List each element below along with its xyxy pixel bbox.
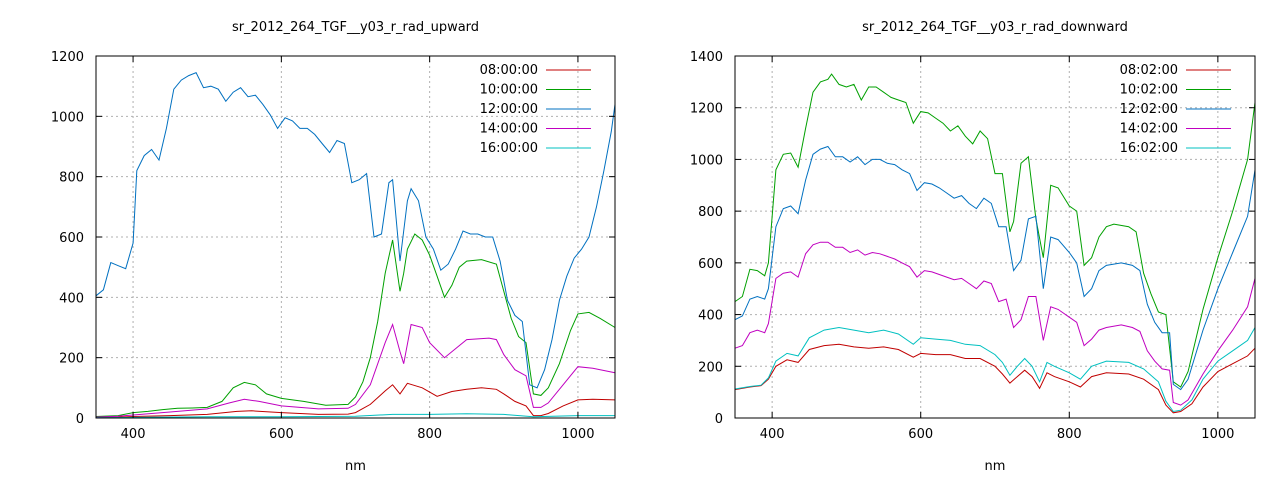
y-tick-label: 400 <box>698 309 723 324</box>
legend-entry-label: 14:02:00 <box>1120 122 1178 137</box>
x-axis-label: nm <box>345 459 366 474</box>
x-tick-label: 1000 <box>561 427 594 442</box>
y-tick-label: 0 <box>76 412 84 427</box>
chart-title: sr_2012_264_TGF__y03_r_rad_downward <box>862 20 1128 35</box>
y-tick-label: 1200 <box>51 50 84 65</box>
y-tick-label: 600 <box>698 257 723 272</box>
series-line-0 <box>95 382 616 418</box>
legend-entry-label: 08:00:00 <box>480 63 538 78</box>
series-line-4 <box>734 326 1256 413</box>
y-tick-label: 200 <box>698 360 723 375</box>
y-tick-label: 1200 <box>690 102 723 117</box>
y-tick-label: 600 <box>59 231 84 246</box>
y-tick-label: 1000 <box>690 153 723 168</box>
chart-upward: 400 600 800 1000 0 200 400 600 800 1000 1200 sr_201… <box>51 20 616 474</box>
x-tick-label: 800 <box>417 427 442 442</box>
legend-entry-label: 10:00:00 <box>480 83 538 98</box>
series-line-2 <box>95 71 616 389</box>
series-line-3 <box>734 241 1256 406</box>
x-axis-label: nm <box>985 459 1006 474</box>
x-tick-label: 400 <box>760 427 785 442</box>
legend-entry-label: 10:02:00 <box>1120 83 1178 98</box>
legend-entry-label: 12:02:00 <box>1120 102 1178 117</box>
series-line-2 <box>734 145 1256 391</box>
legend-entry-label: 14:00:00 <box>480 122 538 137</box>
plot-frame <box>734 55 1256 419</box>
series-line-1 <box>734 73 1256 388</box>
series-line-3 <box>95 322 616 418</box>
x-tick-label: 1000 <box>1201 427 1234 442</box>
series-line-1 <box>95 233 616 417</box>
chart-title: sr_2012_264_TGF__y03_r_rad_upward <box>232 20 479 35</box>
chart-downward: 400 600 800 1000 0 200 400 600 800 1000 1200 1400 sr… <box>690 20 1256 474</box>
legend-entry-label: 16:00:00 <box>480 141 538 156</box>
y-tick-label: 400 <box>59 291 84 306</box>
y-tick-label: 1000 <box>51 110 84 125</box>
x-tick-label: 600 <box>269 427 294 442</box>
legend-entry-label: 12:00:00 <box>480 102 538 117</box>
x-tick-label: 400 <box>121 427 146 442</box>
y-tick-label: 1400 <box>690 50 723 65</box>
x-tick-label: 600 <box>908 427 933 442</box>
series-line-0 <box>734 343 1256 414</box>
series-line-4 <box>95 413 615 419</box>
y-tick-label: 200 <box>59 352 84 367</box>
y-tick-label: 0 <box>715 412 723 427</box>
legend-entry-label: 08:02:00 <box>1120 63 1178 78</box>
y-tick-label: 800 <box>59 171 84 186</box>
x-tick-label: 800 <box>1057 427 1082 442</box>
legend-entry-label: 16:02:00 <box>1120 141 1178 156</box>
y-tick-label: 800 <box>698 205 723 220</box>
